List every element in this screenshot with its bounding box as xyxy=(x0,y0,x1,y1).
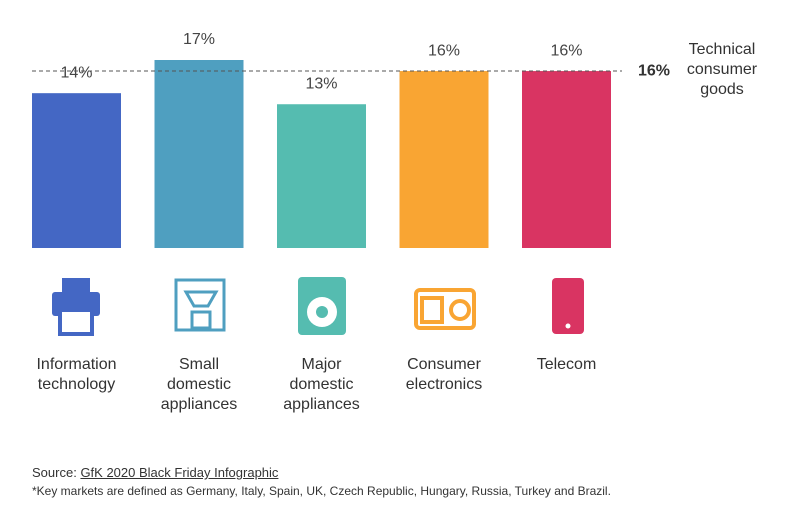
category-label: Telecom xyxy=(536,356,597,373)
icon-camera xyxy=(414,288,476,330)
source-prefix: Source: xyxy=(32,465,77,480)
reference-value-label: 16% xyxy=(638,62,670,79)
icon-printer xyxy=(52,278,100,336)
value-label: 16% xyxy=(550,42,582,59)
bar xyxy=(277,104,366,248)
bar xyxy=(399,71,489,248)
value-label: 14% xyxy=(60,64,92,81)
icon-coffee xyxy=(174,278,226,332)
reference-label: Technical consumer goods xyxy=(686,41,758,98)
value-label: 17% xyxy=(183,31,215,48)
value-label: 16% xyxy=(428,42,460,59)
icon-washer xyxy=(298,277,346,335)
source-link[interactable]: GfK 2020 Black Friday Infographic xyxy=(80,465,279,480)
value-label: 13% xyxy=(305,75,337,92)
icon-phone xyxy=(552,278,584,334)
bar xyxy=(522,71,611,248)
source: Source: GfK 2020 Black Friday Infographi… xyxy=(32,465,278,480)
category-label: Small domestic appliances xyxy=(160,356,238,413)
bar xyxy=(154,60,244,248)
footnote: *Key markets are defined as Germany, Ita… xyxy=(32,484,611,498)
bar xyxy=(32,93,121,248)
category-label: Information technology xyxy=(36,356,117,393)
category-label: Consumer electronics xyxy=(405,356,483,393)
category-label: Major domestic appliances xyxy=(283,356,360,413)
